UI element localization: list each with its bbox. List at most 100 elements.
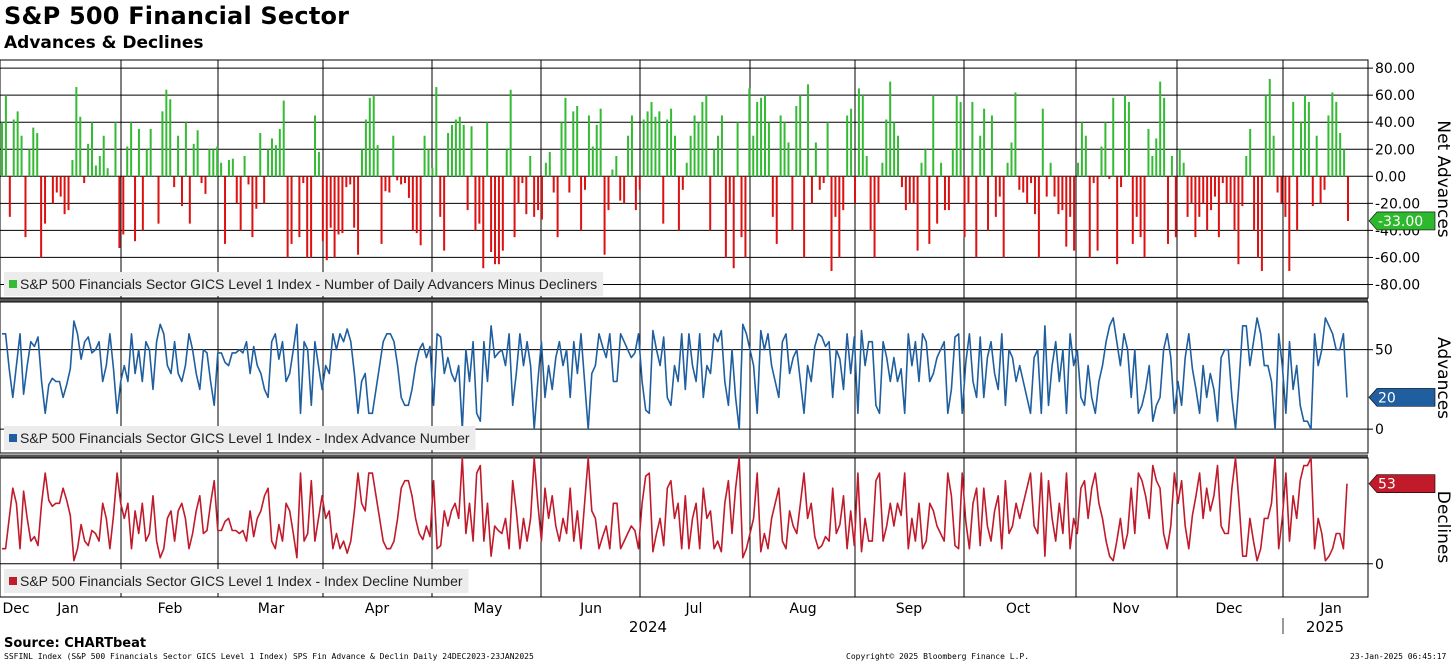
last-value-badge-shape	[1368, 211, 1436, 231]
bar-positive	[47, 176, 50, 177]
x-month-label: Jun	[579, 601, 602, 617]
y-tick-label: 60.00	[1375, 88, 1415, 104]
bar-positive	[748, 88, 751, 177]
bar-negative	[1253, 176, 1256, 231]
bar-negative	[834, 176, 837, 217]
bar-positive	[783, 122, 786, 177]
bar-positive	[106, 168, 109, 177]
bar-positive	[940, 162, 943, 177]
bar-negative	[521, 176, 524, 184]
bar-negative	[388, 176, 391, 193]
bar-positive	[955, 95, 958, 177]
y-tick-label: 0	[1375, 557, 1384, 573]
bar-negative	[677, 176, 680, 231]
bar-negative	[623, 176, 626, 204]
bar-positive	[161, 111, 164, 177]
bar-positive	[1178, 149, 1181, 177]
bar-negative	[744, 176, 747, 258]
bar-positive	[231, 158, 234, 177]
bar-positive	[756, 101, 759, 177]
bar-negative	[407, 176, 410, 198]
bar-positive	[220, 162, 223, 177]
x-month-label: Aug	[789, 601, 816, 617]
bar-positive	[591, 146, 594, 177]
bar-negative	[1120, 176, 1123, 188]
bar-negative	[357, 176, 360, 255]
bar-negative	[1131, 176, 1134, 244]
legend-text: S&P 500 Financials Sector GICS Level 1 I…	[20, 276, 597, 292]
bar-negative	[1033, 176, 1036, 215]
y-tick-label: -60.00	[1375, 250, 1420, 266]
bar-negative	[540, 176, 543, 220]
bar-positive	[529, 156, 532, 177]
bar-positive	[505, 149, 508, 177]
bar-negative	[681, 176, 684, 190]
bar-negative	[1323, 176, 1326, 190]
bar-negative	[1174, 176, 1177, 238]
x-month-label: Sep	[896, 601, 923, 617]
bar-positive	[932, 95, 935, 177]
bar-negative	[122, 176, 125, 235]
bar-negative	[443, 176, 446, 251]
bar-positive	[893, 122, 896, 177]
bar-negative	[994, 176, 997, 217]
bar-positive	[595, 124, 598, 177]
x-month-label: Jan	[56, 601, 79, 617]
bar-negative	[302, 176, 305, 184]
bar-negative	[349, 176, 352, 185]
y-tick-label: 0.00	[1375, 169, 1406, 185]
bar-negative	[306, 176, 309, 258]
bar-positive	[267, 149, 270, 177]
bar-negative	[1280, 176, 1283, 204]
bar-positive	[392, 135, 395, 177]
bar-positive	[314, 115, 317, 177]
bar-positive	[717, 135, 720, 177]
last-value-badge-shape	[1368, 388, 1436, 407]
bar-positive	[454, 119, 457, 177]
bar-positive	[368, 97, 371, 177]
bar-negative	[67, 176, 70, 211]
bar-negative	[967, 176, 970, 204]
bar-negative	[55, 176, 58, 193]
x-month-label: Oct	[1006, 601, 1031, 617]
x-month-label: Dec	[1215, 601, 1242, 617]
bar-positive	[102, 135, 105, 177]
last-value-badge-shape	[1368, 474, 1436, 493]
bar-negative	[1022, 176, 1025, 193]
bar-positive	[857, 88, 860, 177]
bar-positive	[548, 151, 551, 177]
bar-positive	[850, 108, 853, 177]
bar-positive	[971, 101, 974, 177]
bar-negative	[263, 176, 266, 204]
bar-negative	[568, 176, 571, 193]
bar-negative	[380, 176, 383, 244]
bar-positive	[130, 122, 133, 177]
bar-positive	[227, 160, 230, 177]
bar-positive	[1182, 162, 1185, 177]
chart-title: S&P 500 Financial Sector	[4, 2, 350, 30]
bar-positive	[1315, 135, 1318, 177]
bar-negative	[943, 176, 946, 211]
bar-negative	[59, 176, 62, 197]
bar-positive	[807, 84, 810, 177]
y-axis-label: Net Advances	[1433, 120, 1453, 237]
bar-negative	[775, 176, 778, 244]
bar-negative	[936, 176, 939, 224]
bar-positive	[462, 124, 465, 177]
panel-frame-2	[0, 301, 1369, 454]
bar-negative	[556, 176, 559, 238]
bar-positive	[720, 115, 723, 177]
bar-negative	[286, 176, 289, 258]
bar-positive	[1264, 95, 1267, 177]
bar-positive	[979, 135, 982, 177]
bar-negative	[1065, 176, 1068, 247]
bar-positive	[427, 149, 430, 177]
bar-negative	[1233, 176, 1236, 231]
bar-negative	[1284, 176, 1287, 217]
x-month-label: Feb	[158, 601, 183, 617]
bar-positive	[865, 156, 868, 177]
bar-negative	[321, 176, 324, 242]
bar-negative	[494, 176, 497, 265]
y-tick-label: 0	[1375, 422, 1384, 438]
